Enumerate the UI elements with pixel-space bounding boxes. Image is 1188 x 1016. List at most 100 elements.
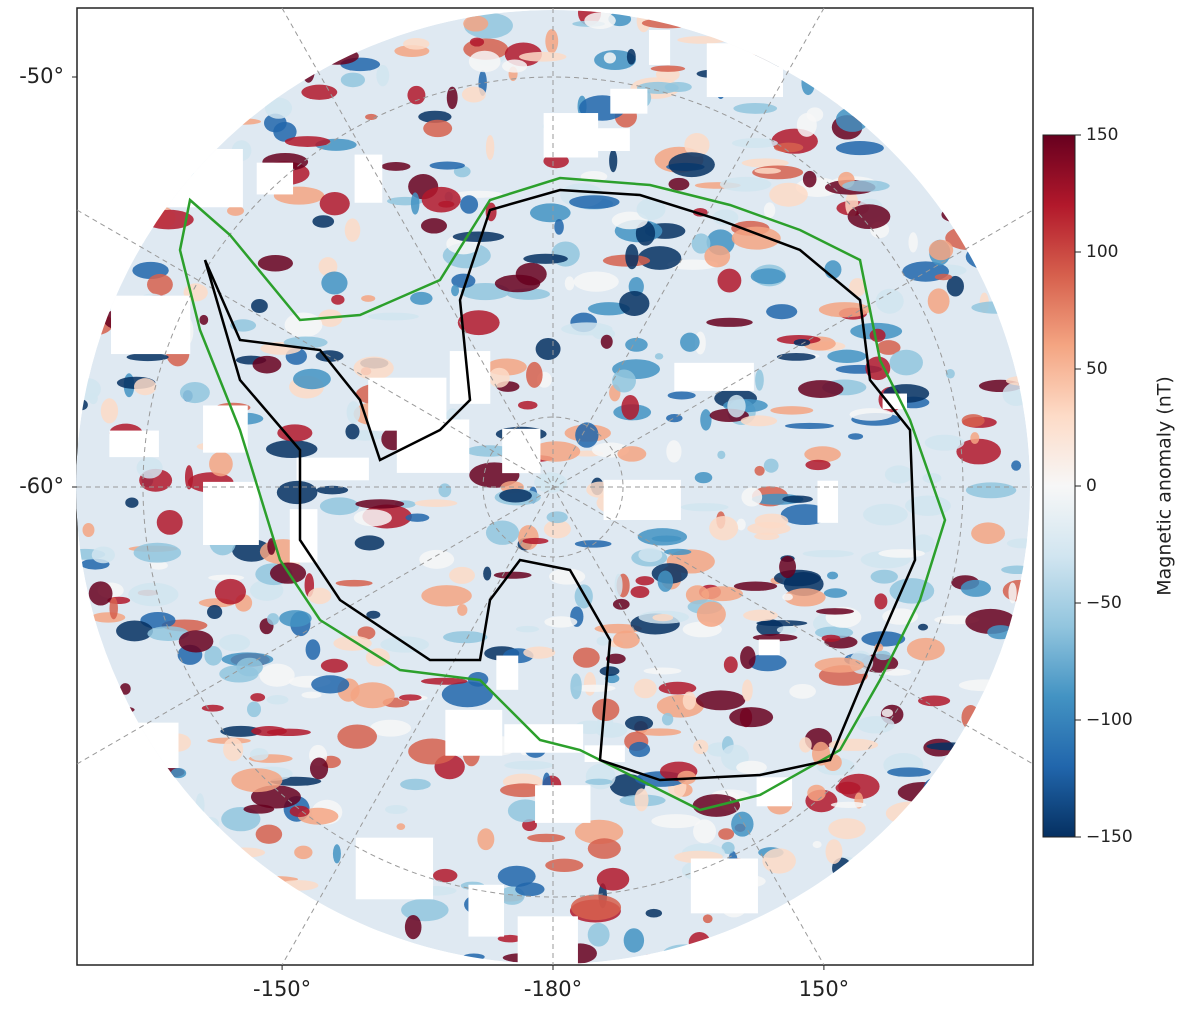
anomaly-patch — [634, 679, 657, 699]
colorbar-tick-label: 150 — [1086, 125, 1118, 145]
anomaly-patch — [368, 313, 419, 321]
anomaly-patch — [655, 353, 663, 359]
data-gap — [691, 859, 758, 914]
lat-tick-label: -50° — [19, 64, 64, 88]
anomaly-patch — [597, 636, 609, 645]
anomaly-patch — [918, 695, 950, 706]
anomaly-patch — [627, 49, 636, 65]
anomaly-patch — [545, 29, 558, 53]
anomaly-patch — [966, 482, 1016, 498]
anomaly-patch — [82, 523, 94, 537]
anomaly-patch — [125, 497, 138, 507]
anomaly-patch — [584, 672, 596, 696]
anomaly-patch — [609, 149, 617, 172]
anomaly-patch — [615, 574, 623, 597]
anomaly-patch — [285, 136, 331, 147]
anomaly-patch — [477, 828, 494, 850]
anomaly-patch — [935, 274, 952, 280]
anomaly-patch — [337, 724, 377, 748]
anomaly-patch — [354, 356, 394, 379]
anomaly-patch — [421, 678, 468, 685]
anomaly-patch — [827, 572, 838, 580]
anomaly-patch — [89, 393, 98, 404]
colorbar — [1043, 135, 1075, 837]
anomaly-patch — [813, 841, 822, 848]
anomaly-patch — [704, 245, 730, 267]
data-gap — [109, 431, 159, 458]
anomaly-patch — [617, 446, 646, 461]
anomaly-patch — [523, 647, 555, 659]
anomaly-patch — [890, 350, 923, 376]
data-gap — [496, 656, 518, 690]
anomaly-patch — [588, 923, 610, 947]
anomaly-patch — [381, 162, 410, 171]
anomaly-patch — [251, 299, 268, 313]
anomaly-patch — [619, 291, 649, 316]
anomaly-patch — [794, 339, 811, 346]
anomaly-patch — [703, 914, 713, 923]
anomaly-patch — [1008, 582, 1016, 603]
anomaly-patch — [668, 152, 714, 177]
anomaly-patch — [250, 693, 265, 702]
anomaly-patch — [341, 73, 365, 88]
anomaly-patch — [885, 465, 913, 483]
anomaly-patch — [631, 586, 650, 598]
anomaly-patch — [301, 85, 337, 100]
anomaly-patch — [836, 141, 884, 155]
anomaly-patch — [612, 370, 636, 393]
anomaly-patch — [259, 664, 294, 687]
anomaly-patch — [798, 380, 843, 398]
anomaly-patch — [625, 244, 638, 269]
anomaly-patch — [651, 65, 686, 71]
anomaly-patch — [407, 86, 425, 105]
anomaly-patch — [345, 424, 359, 440]
anomaly-patch — [536, 338, 561, 360]
anomaly-patch — [629, 742, 650, 757]
anomaly-patch — [870, 329, 886, 342]
data-gap — [610, 89, 647, 114]
data-gap — [604, 480, 681, 520]
anomaly-patch — [256, 825, 283, 844]
anomaly-patch — [92, 546, 115, 563]
anomaly-patch — [666, 414, 682, 422]
anomaly-patch — [789, 684, 816, 699]
anomaly-patch — [399, 694, 422, 700]
anomaly-patch — [720, 177, 772, 192]
anomaly-patch — [769, 183, 808, 207]
anomaly-patch — [842, 180, 890, 191]
anomaly-patch — [751, 268, 786, 284]
anomaly-patch — [573, 648, 600, 668]
anomaly-patch — [597, 868, 630, 891]
anomaly-patch — [89, 581, 113, 605]
data-gap — [290, 509, 318, 562]
data-gap — [203, 482, 259, 545]
anomaly-patch — [499, 489, 532, 503]
anomaly-patch — [421, 218, 447, 233]
anomaly-patch — [815, 658, 865, 673]
colorbar-tick-label: −100 — [1086, 710, 1133, 730]
anomaly-patch — [797, 113, 817, 137]
anomaly-patch — [411, 192, 420, 214]
anomaly-patch — [717, 451, 725, 459]
anomaly-patch — [311, 675, 349, 693]
anomaly-patch — [683, 692, 696, 710]
anomaly-patch — [634, 788, 648, 811]
anomaly-patch — [128, 583, 178, 606]
anomaly-patch — [350, 682, 394, 708]
anomaly-patch — [116, 621, 153, 642]
anomaly-patch — [494, 572, 532, 579]
anomaly-patch — [518, 401, 537, 410]
anomaly-patch — [219, 634, 250, 651]
anomaly-patch — [724, 656, 738, 673]
anomaly-patch — [397, 823, 406, 830]
anomaly-patch — [403, 38, 429, 50]
anomaly-patch — [717, 269, 741, 293]
anomaly-patch — [293, 369, 331, 389]
anomaly-patch — [277, 424, 312, 441]
anomaly-patch — [354, 509, 392, 526]
data-gap — [583, 128, 630, 151]
anomaly-patch — [451, 285, 459, 297]
anomaly-patch — [320, 497, 359, 515]
data-gap — [111, 296, 190, 354]
anomaly-patch — [777, 626, 797, 634]
